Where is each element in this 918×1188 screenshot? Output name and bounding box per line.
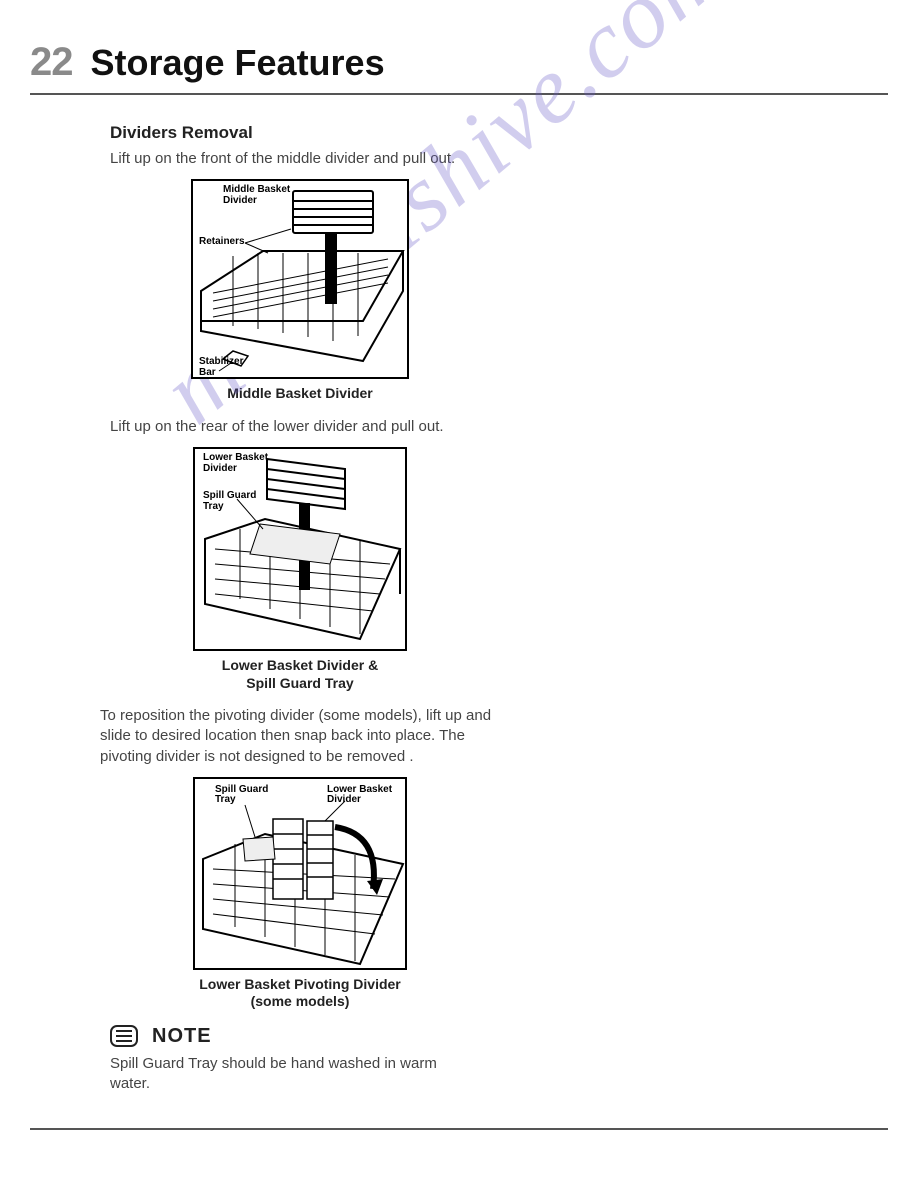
figure-1-svg xyxy=(193,181,409,379)
page-header: 22 Storage Features xyxy=(30,40,888,85)
figure-3-wrap: Spill GuardTray Lower BasketDivider Lowe… xyxy=(170,777,430,1011)
content-column: Dividers Removal Lift up on the front of… xyxy=(110,123,540,1094)
figure-2: Lower BasketDivider Spill GuardTray xyxy=(193,447,407,651)
fig3-label-tray: Spill GuardTray xyxy=(215,785,268,806)
note-icon xyxy=(110,1025,138,1047)
header-rule xyxy=(30,93,888,95)
note-body: Spill Guard Tray should be hand washed i… xyxy=(110,1054,480,1095)
figure-3-caption: Lower Basket Pivoting Divider(some model… xyxy=(199,976,401,1011)
page-title: Storage Features xyxy=(91,42,385,84)
section-heading: Dividers Removal xyxy=(110,123,540,143)
fig2-label-tray: Spill GuardTray xyxy=(203,491,256,512)
fig1-label-divider: Middle BasketDivider xyxy=(223,185,290,206)
footer-rule xyxy=(30,1128,888,1130)
figure-1: Middle BasketDivider Retainers Stabilize… xyxy=(191,179,409,379)
fig1-label-retainers: Retainers xyxy=(199,237,245,248)
figure-3: Spill GuardTray Lower BasketDivider xyxy=(193,777,407,970)
figure-3-svg xyxy=(195,779,407,970)
fig1-label-stabilizer: StabilizerBar xyxy=(199,357,243,378)
paragraph-3: To reposition the pivoting divider (some… xyxy=(100,706,500,767)
page-number: 22 xyxy=(30,40,73,85)
fig2-label-divider: Lower BasketDivider xyxy=(203,453,268,474)
figure-1-wrap: Middle BasketDivider Retainers Stabilize… xyxy=(170,179,430,403)
figure-2-svg xyxy=(195,449,407,651)
note-title: NOTE xyxy=(152,1025,212,1048)
figure-1-caption: Middle Basket Divider xyxy=(227,385,373,403)
figure-2-caption: Lower Basket Divider &Spill Guard Tray xyxy=(222,657,378,692)
fig3-label-divider: Lower BasketDivider xyxy=(327,785,392,806)
note-header: NOTE xyxy=(110,1025,540,1048)
paragraph-2: Lift up on the rear of the lower divider… xyxy=(110,417,540,437)
paragraph-1: Lift up on the front of the middle divid… xyxy=(110,149,540,169)
figure-2-wrap: Lower BasketDivider Spill GuardTray Lowe… xyxy=(170,447,430,692)
